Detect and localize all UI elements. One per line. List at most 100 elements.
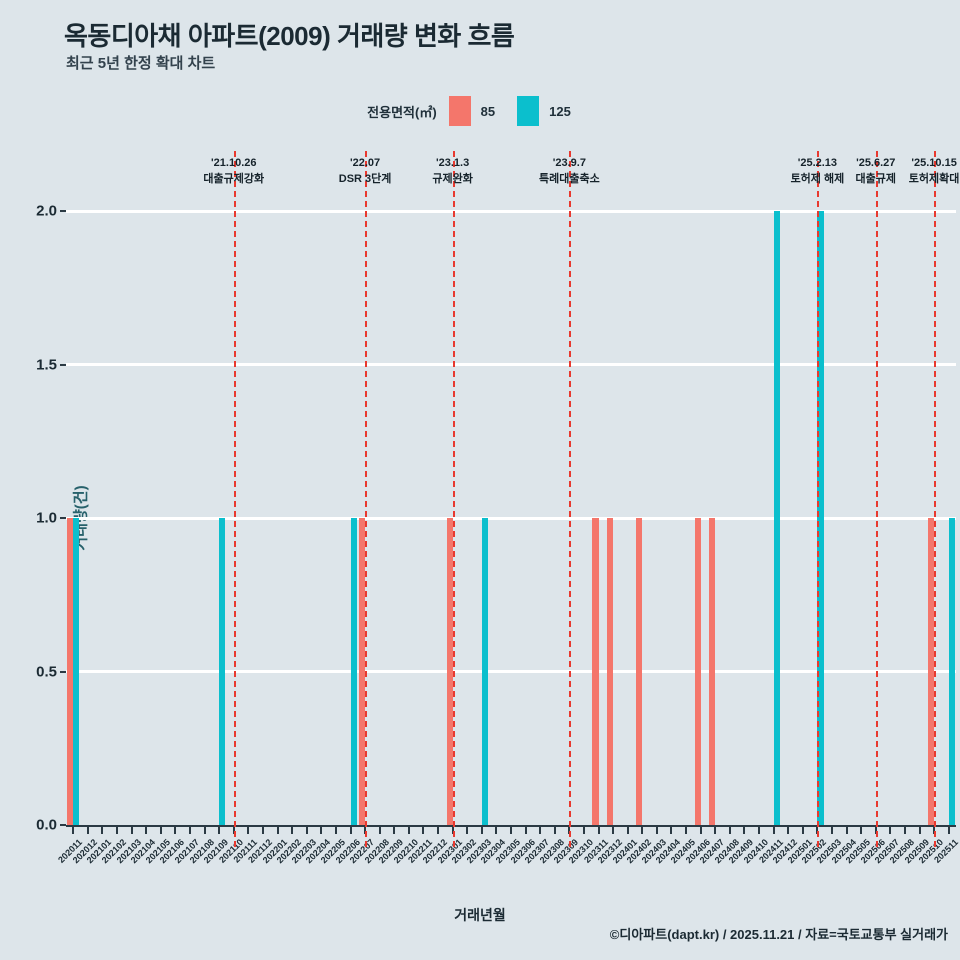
event-annotation-202301: '23.1.3 규제완화: [432, 155, 472, 188]
x-axis-title: 거래년월: [454, 907, 506, 923]
x-axis-tick-mark: [597, 825, 600, 834]
x-axis-tick-mark: [524, 825, 527, 834]
x-axis-tick-mark: [86, 825, 89, 834]
x-axis-tick-mark: [407, 825, 410, 834]
x-axis-tick-mark: [947, 825, 950, 834]
chart-legend: 전용면적(㎡) 85 125: [0, 96, 960, 126]
x-axis-tick-mark: [903, 825, 906, 834]
y-axis-tick-label: 0.5: [36, 663, 57, 680]
bar-85-202311[interactable]: [592, 518, 599, 825]
x-axis-tick-mark: [714, 825, 717, 834]
bar-85-202406[interactable]: [694, 518, 701, 825]
x-axis-tick-mark: [626, 825, 629, 834]
x-axis-tick-mark: [510, 825, 512, 834]
event-annotation-text: 토허제확대: [908, 173, 960, 185]
page-subtitle: 최근 5년 한정 확대 차트: [66, 55, 216, 72]
event-line-202510: [934, 151, 937, 847]
event-line-202502: [817, 151, 820, 847]
x-axis-tick-mark: [247, 825, 250, 834]
gridline: [66, 670, 956, 673]
event-annotation-202110: '21.10.26 대출규제강화: [203, 155, 264, 188]
x-axis-tick-mark: [670, 825, 673, 834]
x-axis-tick-mark: [801, 825, 804, 834]
y-axis-tick-mark: [60, 824, 66, 826]
gridline: [66, 209, 956, 213]
bar-85-202207[interactable]: [358, 518, 366, 825]
x-axis-tick-mark: [276, 825, 279, 834]
x-axis-tick-mark: [261, 825, 264, 834]
x-axis-tick-mark: [699, 825, 702, 834]
x-axis-tick-mark: [437, 825, 440, 834]
event-annotation-date: '23.1.3: [436, 157, 470, 169]
x-axis-tick-mark: [539, 825, 542, 834]
bar-125-202011[interactable]: [73, 518, 80, 825]
y-axis-tick-label: 1.5: [36, 356, 57, 373]
x-axis-tick-mark: [641, 825, 644, 834]
bar-85-202312[interactable]: [607, 518, 614, 825]
x-axis-tick-mark: [101, 825, 104, 834]
x-axis-tick-mark: [918, 825, 921, 834]
plot-area: 거래량(건) 0.00.51.01.52.0202011202012202101…: [36, 151, 960, 865]
x-axis-tick-mark: [218, 825, 221, 834]
bar-85-202301[interactable]: [446, 518, 453, 825]
x-axis-tick-mark: [553, 825, 556, 834]
event-line-202301: [452, 151, 455, 847]
event-annotation-date: '22.07: [350, 157, 381, 169]
bar-85-202510[interactable]: [927, 518, 935, 825]
event-line-202506: [875, 151, 878, 847]
bar-125-202109[interactable]: [219, 518, 226, 825]
bar-85-202407[interactable]: [709, 518, 716, 825]
bar-85-202402[interactable]: [636, 518, 643, 825]
event-annotation-text: 대출규제강화: [203, 173, 265, 185]
x-axis-tick-mark: [582, 825, 585, 834]
x-axis-tick-mark: [860, 825, 863, 834]
x-axis-tick-mark: [830, 825, 833, 834]
y-axis-tick-label: 1.0: [36, 509, 57, 527]
event-annotation-text: 규제완화: [432, 173, 473, 185]
event-annotation-202309: '23.9.7 특례대출축소: [539, 155, 600, 188]
legend-swatch-125: [517, 96, 540, 126]
event-annotation-date: '25.6.27: [856, 157, 896, 169]
y-axis-tick-label: 0.0: [36, 816, 57, 834]
gridline: [66, 516, 956, 520]
x-axis-tick-mark: [393, 825, 396, 834]
x-axis-tick-mark: [495, 825, 498, 834]
legend-title: 전용면적(㎡): [367, 104, 437, 120]
x-axis-tick-mark: [305, 825, 308, 834]
bar-125-202206[interactable]: [350, 518, 357, 825]
bar-125-202303[interactable]: [481, 518, 488, 825]
x-axis-tick-mark: [174, 825, 177, 834]
x-axis-tick-mark: [480, 825, 483, 834]
event-annotation-date: '23.9.7: [552, 157, 586, 169]
event-annotation-date: '25.2.13: [797, 157, 838, 169]
x-axis-tick-mark: [189, 825, 192, 834]
y-axis-tick-mark: [60, 517, 66, 519]
x-axis-tick-mark: [378, 825, 381, 834]
bar-125-202511[interactable]: [948, 518, 955, 825]
footer-credit: ©디아파트(dapt.kr) / 2025.11.21 / 자료=국토교통부 실…: [609, 927, 948, 942]
event-line-202309: [569, 151, 572, 847]
x-axis-tick-mark: [758, 825, 761, 834]
x-axis-tick-mark: [845, 825, 848, 834]
x-axis-tick-mark: [334, 825, 337, 834]
event-annotation-text: 토허제 해제: [790, 173, 845, 185]
bar-85-202011[interactable]: [67, 518, 74, 825]
x-axis-tick-mark: [72, 825, 75, 834]
event-annotation-date: '21.10.26: [211, 157, 257, 169]
event-annotation-text: DSR 3단계: [338, 173, 392, 185]
event-annotation-202207: '22.07 DSR 3단계: [339, 155, 392, 188]
x-axis-tick-mark: [130, 825, 133, 834]
event-annotation-text: 대출규제: [855, 173, 896, 185]
x-axis-tick-mark: [728, 825, 731, 834]
gridline: [66, 363, 956, 366]
bar-125-202411[interactable]: [773, 211, 780, 825]
legend-label-85: 85: [480, 103, 496, 119]
event-line-202207: [365, 151, 368, 847]
x-axis-tick-mark: [159, 825, 162, 834]
x-axis-tick-mark: [685, 825, 688, 834]
event-line-202110: [233, 151, 236, 847]
bar-125-202502[interactable]: [817, 211, 824, 825]
x-axis-tick-mark: [743, 825, 746, 834]
x-axis-tick-mark: [349, 825, 352, 834]
